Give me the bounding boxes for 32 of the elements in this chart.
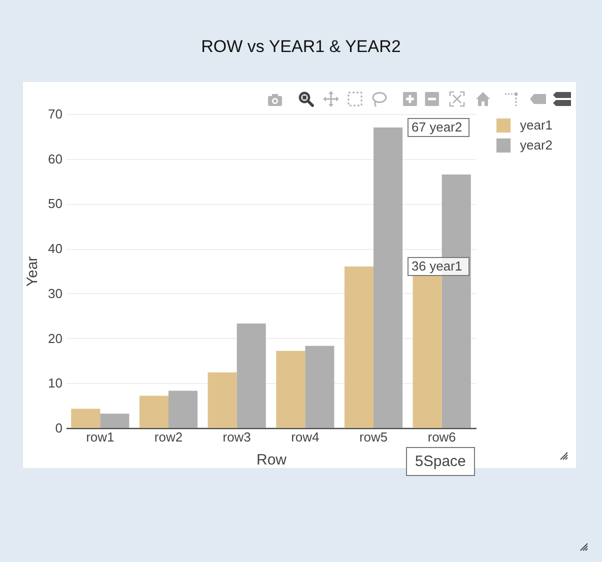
y-tick-label: 40 — [48, 241, 62, 256]
bar — [168, 390, 198, 428]
y-tick-label: 70 — [48, 106, 62, 122]
bar — [236, 323, 266, 428]
annotation: 67 year2 — [412, 119, 462, 134]
bar — [208, 372, 237, 428]
legend-label: year1 — [520, 118, 553, 132]
bar — [71, 408, 100, 428]
y-tick-label: 50 — [48, 196, 62, 212]
y-tick-label: 30 — [48, 286, 62, 301]
x-tick-label: row1 — [86, 430, 114, 444]
bar — [305, 346, 334, 428]
chart-title: ROW vs YEAR1 & YEAR2 — [200, 37, 402, 57]
x-tick-label: row3 — [222, 430, 251, 444]
bar — [276, 350, 306, 428]
annotation: 36 year1 — [412, 258, 462, 274]
bar — [139, 396, 168, 428]
y-tick-label: 60 — [48, 151, 62, 166]
y-axis-title: Year — [24, 256, 42, 287]
y-tick-label: 20 — [48, 330, 62, 346]
legend-label: year2 — [520, 138, 553, 152]
bar — [344, 266, 374, 428]
x-axis-title: Row — [256, 452, 287, 468]
x-tick-label: row2 — [154, 430, 183, 444]
y-tick-label: 10 — [48, 376, 62, 391]
x-tick-label: row5 — [359, 430, 388, 444]
x-tick-label: row6 — [428, 430, 456, 444]
y-tick-label: 0 — [55, 420, 62, 436]
text: 5Space — [406, 447, 475, 476]
bar — [100, 414, 130, 428]
x-tick-label: row4 — [291, 430, 320, 444]
bar — [374, 127, 403, 428]
